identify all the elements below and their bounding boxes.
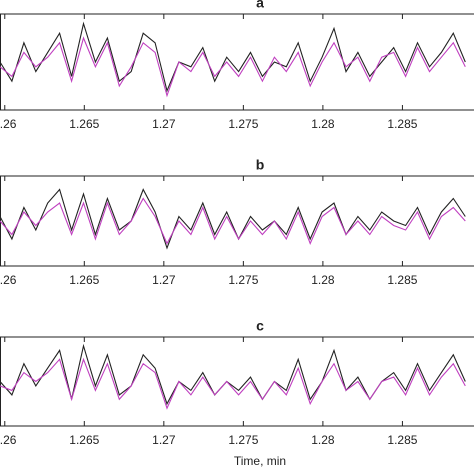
- x-tick-label: 1.275: [228, 273, 258, 287]
- x-tick-label: 1.26: [0, 117, 17, 131]
- series-line: [0, 357, 466, 410]
- plot-frame: [0, 13, 474, 111]
- x-tick-label: 1.275: [228, 117, 258, 131]
- x-tick-label: 1.265: [69, 117, 99, 131]
- panel-title: a: [256, 0, 264, 11]
- x-tick-label: 1.28: [311, 117, 335, 131]
- x-tick-label: 1.26: [0, 273, 17, 287]
- x-tick-label: 1.27: [152, 117, 176, 131]
- x-tick-label: 1.265: [69, 433, 99, 447]
- x-tick-label: 1.265: [69, 273, 99, 287]
- series-line: [0, 188, 466, 250]
- series-line: [0, 343, 466, 406]
- x-tick-label: 1.285: [387, 117, 417, 131]
- x-tick-label: 1.285: [387, 273, 417, 287]
- panel-title: b: [256, 157, 265, 173]
- x-tick-label: 1.27: [152, 433, 176, 447]
- series-line: [0, 36, 466, 98]
- x-tick-label: 1.28: [311, 433, 335, 447]
- x-tick-label: 1.285: [387, 433, 417, 447]
- x-tick-label: 1.27: [152, 273, 176, 287]
- series-line: [0, 197, 466, 245]
- panel-title: c: [256, 318, 264, 334]
- x-axis-label: Time, min: [234, 454, 286, 468]
- plot-frame: [0, 175, 474, 267]
- x-tick-label: 1.275: [228, 433, 258, 447]
- x-tick-label: 1.26: [0, 433, 17, 447]
- x-tick-label: 1.28: [311, 273, 335, 287]
- plot-frame: [0, 336, 474, 427]
